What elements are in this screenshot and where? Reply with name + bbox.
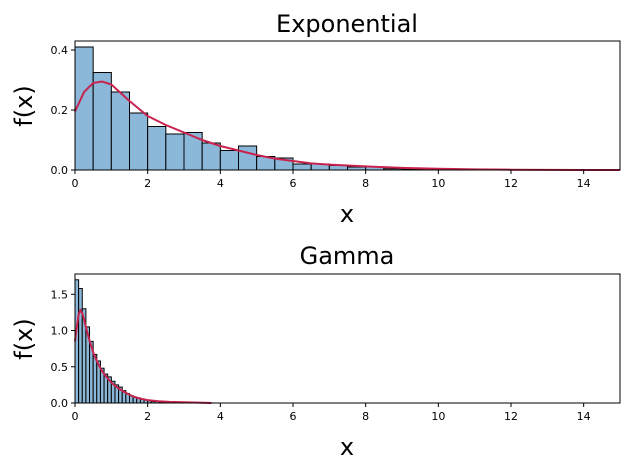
exponential-bar	[201, 142, 221, 171]
gamma-y-tick-label: 1.5	[51, 288, 69, 301]
exponential-bar	[110, 91, 131, 171]
gamma-x-ticks: 0 2 4 6 8 10 12 14	[72, 403, 591, 423]
gamma-y-tick-label: 0.5	[51, 361, 69, 374]
gamma-bar	[78, 287, 83, 404]
exponential-y-tick-label: 0.2	[51, 104, 69, 117]
exponential-bar	[165, 133, 185, 171]
exponential-x-tick-label: 6	[290, 177, 297, 190]
gamma-plot-frame	[74, 273, 621, 404]
gamma-x-tick-label: 12	[504, 410, 518, 423]
exponential-x-ticks: 0 2 4 6 8 10 12 14	[72, 170, 591, 190]
exponential-bar	[147, 126, 167, 171]
exponential-x-tick-label: 12	[504, 177, 518, 190]
exponential-x-axis-label: x	[340, 200, 354, 228]
exponential-x-tick-label: 14	[577, 177, 591, 190]
gamma-x-tick-label: 14	[577, 410, 591, 423]
gamma-y-tick-label: 1.0	[51, 325, 69, 338]
exponential-bar	[219, 150, 239, 171]
gamma-x-tick-label: 0	[72, 410, 79, 423]
exponential-x-tick-label: 2	[144, 177, 151, 190]
exponential-x-tick-label: 10	[431, 177, 445, 190]
exponential-bar	[292, 163, 312, 171]
exponential-y-tick-label: 0.4	[51, 44, 69, 57]
exponential-bars	[74, 46, 512, 171]
gamma-y-tick-label: 0.0	[51, 397, 69, 410]
exponential-kde-line	[74, 80, 621, 171]
gamma-bars	[74, 279, 214, 404]
exponential-bar	[238, 145, 258, 171]
exponential-y-tick-label: 0.0	[51, 164, 69, 177]
gamma-y-axis-label: f(x)	[10, 318, 38, 359]
exponential-x-tick-label: 4	[217, 177, 224, 190]
gamma-y-ticks: 0.0 0.5 1.0 1.5	[51, 288, 75, 410]
exponential-title: Exponential	[276, 10, 418, 38]
exponential-bar	[92, 72, 112, 171]
exponential-y-axis-label: f(x)	[10, 85, 38, 126]
gamma-x-tick-label: 2	[144, 410, 151, 423]
exponential-x-tick-label: 0	[72, 177, 79, 190]
gamma-kde-line	[74, 308, 212, 404]
gamma-title: Gamma	[300, 242, 395, 270]
gamma-x-tick-label: 4	[217, 410, 224, 423]
exponential-bar	[129, 112, 149, 171]
gamma-panel: Gamma 0 2 4 6 8 10 12 14 0.0 0.5 1.0 1.5 x f(x)	[10, 242, 621, 461]
exponential-x-tick-label: 8	[362, 177, 369, 190]
gamma-x-tick-label: 6	[290, 410, 297, 423]
exponential-y-ticks: 0.0 0.2 0.4	[51, 44, 75, 177]
gamma-x-tick-label: 8	[362, 410, 369, 423]
gamma-x-axis-label: x	[340, 433, 354, 461]
exponential-panel: Exponential 0 2 4 6 8 10 12 14 0.0 0.2 0.4 x f(x)	[10, 10, 621, 228]
exponential-plot-frame	[74, 40, 621, 171]
exponential-bar	[74, 46, 94, 171]
gamma-x-tick-label: 10	[431, 410, 445, 423]
